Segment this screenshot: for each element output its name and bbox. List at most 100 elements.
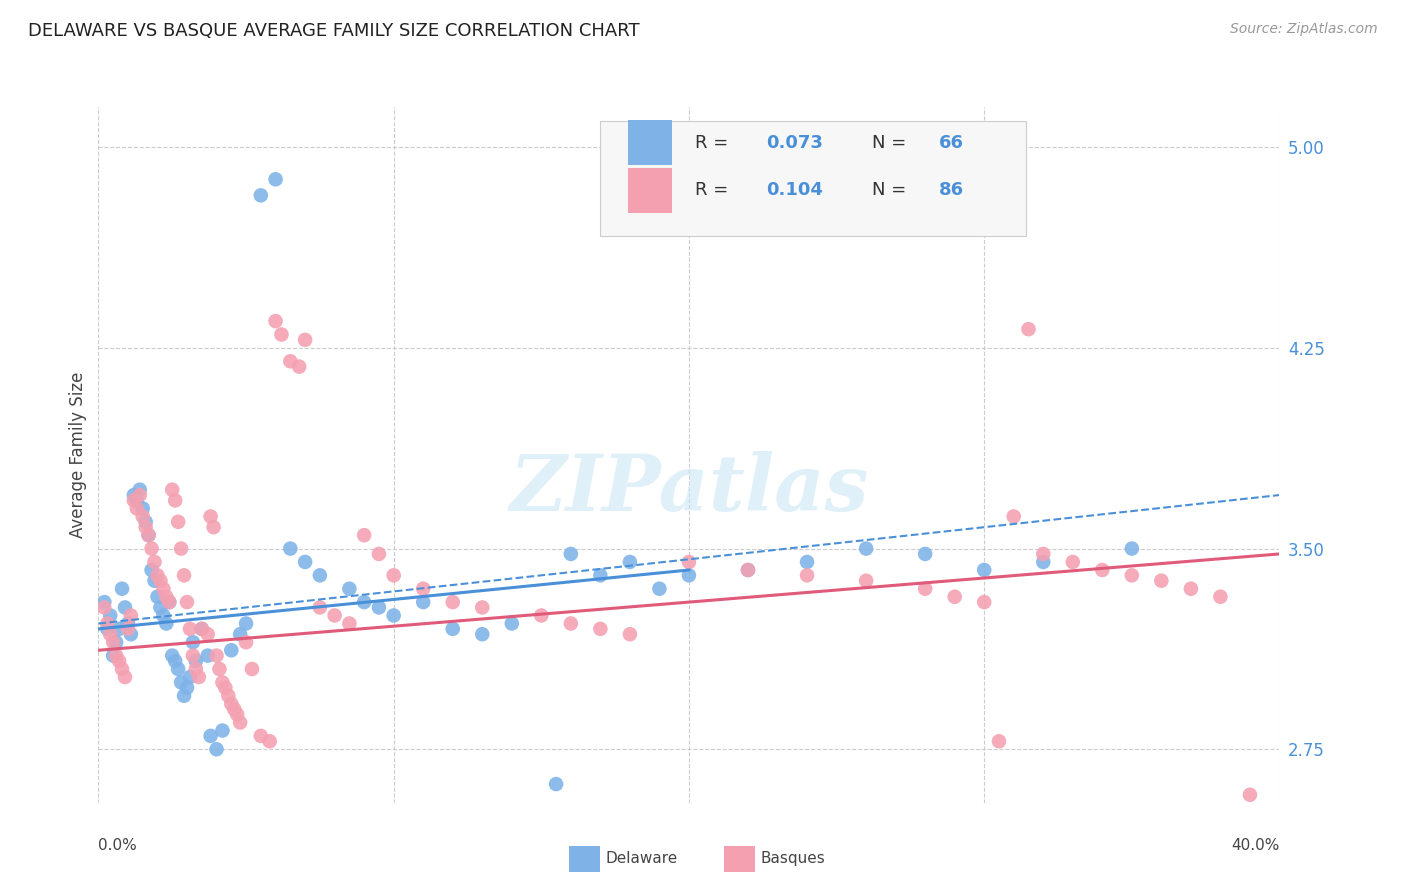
Point	[648, 582, 671, 596]
Point	[339, 582, 360, 596]
Point	[270, 327, 292, 342]
Point	[143, 555, 166, 569]
Point	[93, 595, 115, 609]
Point	[471, 600, 494, 615]
Point	[412, 582, 434, 596]
Text: 86: 86	[939, 181, 965, 199]
Point	[1239, 788, 1261, 802]
Text: 0.0%: 0.0%	[98, 838, 138, 854]
Text: N =: N =	[872, 181, 912, 199]
Point	[181, 635, 204, 649]
Point	[120, 608, 142, 623]
Text: 40.0%: 40.0%	[1232, 838, 1279, 854]
FancyBboxPatch shape	[627, 168, 672, 213]
Point	[288, 359, 311, 374]
Point	[157, 595, 180, 609]
Text: 66: 66	[939, 134, 965, 152]
Point	[250, 188, 273, 202]
Point	[157, 595, 180, 609]
Point	[278, 354, 302, 368]
Point	[170, 541, 193, 556]
Point	[855, 574, 877, 588]
Point	[122, 488, 145, 502]
Point	[155, 590, 177, 604]
Point	[309, 568, 332, 582]
Point	[1180, 582, 1202, 596]
Point	[191, 622, 214, 636]
Point	[229, 715, 252, 730]
Point	[855, 541, 877, 556]
Point	[149, 574, 172, 588]
Point	[98, 608, 121, 623]
Point	[141, 541, 163, 556]
Point	[122, 493, 145, 508]
Y-axis label: Average Family Size: Average Family Size	[69, 372, 87, 538]
Point	[353, 595, 375, 609]
Point	[1062, 555, 1084, 569]
Text: ZIPatlas: ZIPatlas	[509, 451, 869, 528]
Text: N =: N =	[872, 134, 912, 152]
Point	[560, 616, 582, 631]
Point	[240, 662, 263, 676]
Point	[108, 654, 131, 668]
Point	[138, 528, 160, 542]
Point	[96, 622, 118, 636]
Point	[114, 670, 136, 684]
Point	[1032, 555, 1054, 569]
Point	[179, 622, 201, 636]
Point	[219, 643, 242, 657]
Point	[796, 555, 818, 569]
Point	[226, 707, 249, 722]
Point	[368, 600, 391, 615]
Point	[152, 608, 174, 623]
Point	[235, 616, 257, 631]
Text: 0.073: 0.073	[766, 134, 823, 152]
Point	[165, 654, 187, 668]
Point	[1150, 574, 1173, 588]
Point	[125, 493, 148, 508]
Text: Delaware: Delaware	[606, 852, 678, 866]
Point	[1121, 541, 1143, 556]
Point	[412, 595, 434, 609]
Point	[165, 493, 187, 508]
Point	[111, 582, 134, 596]
Text: DELAWARE VS BASQUE AVERAGE FAMILY SIZE CORRELATION CHART: DELAWARE VS BASQUE AVERAGE FAMILY SIZE C…	[28, 22, 640, 40]
Point	[128, 483, 150, 497]
Text: Basques: Basques	[761, 852, 825, 866]
Point	[259, 734, 281, 748]
Point	[108, 622, 131, 636]
Point	[167, 515, 190, 529]
Point	[441, 595, 464, 609]
Point	[191, 622, 214, 636]
Point	[1032, 547, 1054, 561]
Point	[353, 528, 375, 542]
Point	[678, 568, 700, 582]
Point	[128, 488, 150, 502]
Point	[176, 595, 198, 609]
Point	[138, 528, 160, 542]
Point	[117, 622, 139, 636]
Point	[914, 582, 936, 596]
Point	[98, 627, 121, 641]
Point	[211, 675, 233, 690]
Point	[146, 590, 169, 604]
Point	[162, 483, 183, 497]
Point	[235, 635, 257, 649]
Point	[120, 627, 142, 641]
Point	[105, 635, 128, 649]
Point	[141, 563, 163, 577]
Point	[219, 697, 242, 711]
Point	[678, 555, 700, 569]
Text: Source: ZipAtlas.com: Source: ZipAtlas.com	[1230, 22, 1378, 37]
Point	[93, 600, 115, 615]
Point	[943, 590, 966, 604]
Point	[96, 616, 118, 631]
Point	[368, 547, 391, 561]
Point	[135, 515, 157, 529]
Point	[264, 314, 287, 328]
Point	[200, 509, 222, 524]
Point	[1121, 568, 1143, 582]
Point	[973, 595, 995, 609]
Point	[184, 662, 207, 676]
Point	[200, 729, 222, 743]
